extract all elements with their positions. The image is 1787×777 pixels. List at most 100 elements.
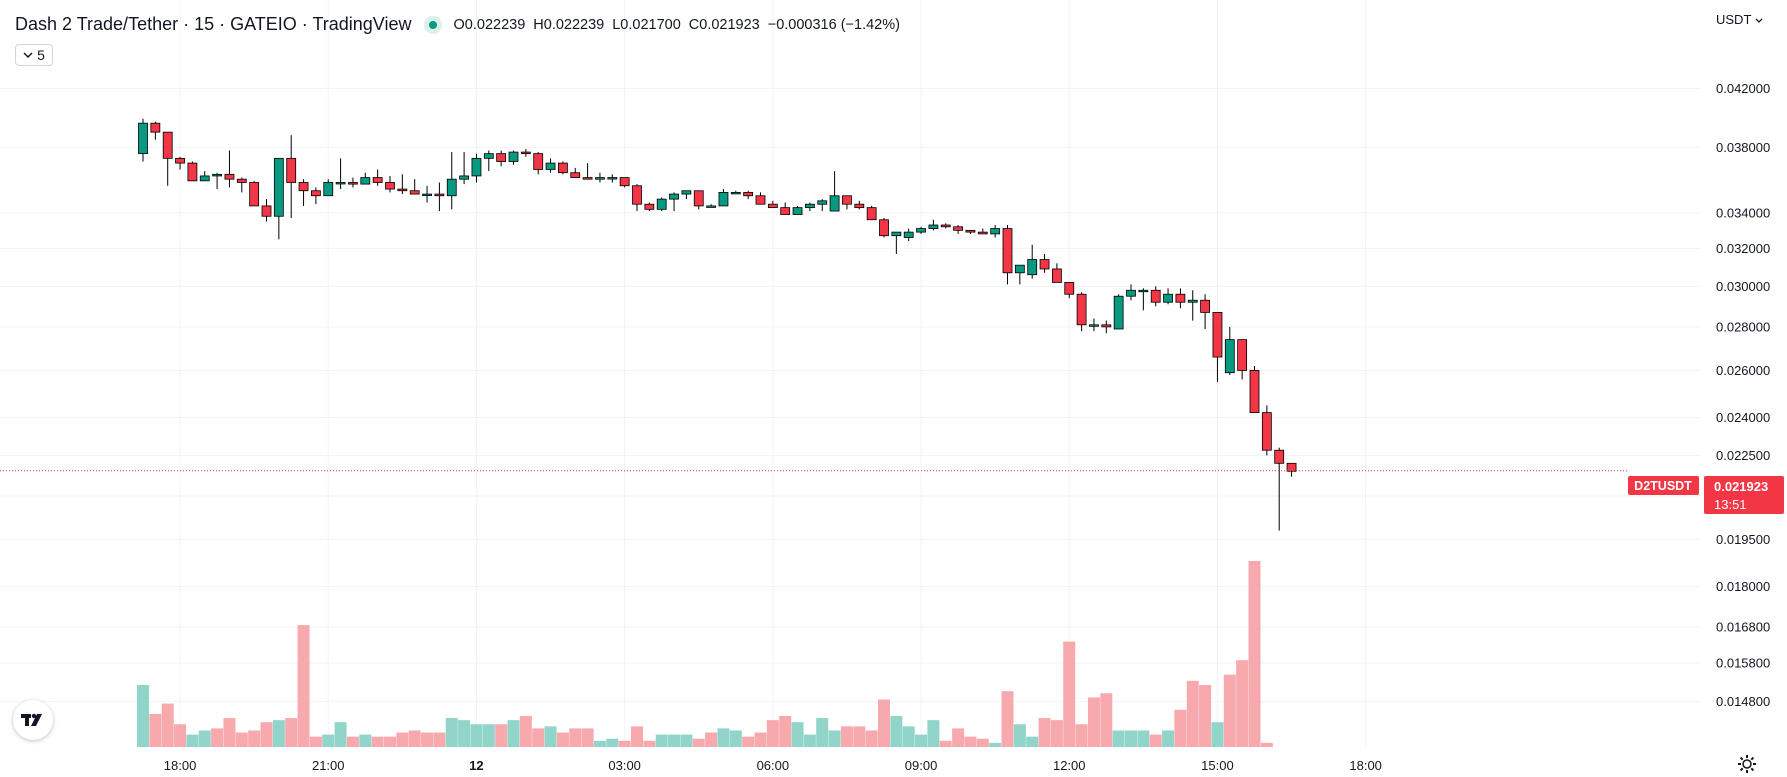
candle-body — [496, 153, 507, 162]
x-tick-label: 15:00 — [1201, 758, 1234, 773]
candle — [1027, 244, 1038, 279]
chart-legend: Dash 2 Trade/Tether · 15 · GATEIO · Trad… — [15, 14, 900, 35]
candle-body — [619, 177, 630, 187]
candle — [1163, 288, 1173, 305]
volume-bar — [1038, 718, 1051, 747]
candle-body — [1286, 462, 1297, 472]
candle — [842, 195, 852, 210]
volume-bar — [791, 722, 804, 747]
tradingview-logo-icon[interactable] — [13, 700, 53, 740]
candle-body — [805, 203, 815, 209]
volume-bar — [260, 722, 273, 747]
candle-body — [212, 173, 223, 177]
candle — [1113, 294, 1124, 330]
close-value: C0.021923 — [688, 16, 760, 33]
candle — [1286, 462, 1297, 477]
candle-body — [1175, 293, 1186, 303]
volume-bar — [272, 720, 285, 747]
volume-bar — [828, 730, 841, 747]
candle-body — [558, 162, 568, 174]
gear-icon[interactable] — [1737, 754, 1757, 774]
candle — [545, 158, 556, 173]
candle — [706, 204, 716, 208]
candle — [558, 161, 568, 175]
candle-body — [953, 226, 963, 231]
candle-body — [409, 190, 420, 195]
candle-body — [817, 200, 828, 205]
currency-select[interactable]: USDT — [1716, 12, 1763, 27]
candle — [743, 190, 754, 200]
candle-body — [1212, 311, 1223, 358]
candle-body — [767, 203, 778, 209]
volume-bar — [766, 720, 779, 747]
x-tick-label: 21:00 — [312, 758, 345, 773]
candle — [212, 172, 223, 190]
candle-body — [138, 122, 148, 155]
y-tick-label: 0.034000 — [1716, 205, 1770, 220]
y-tick-label: 0.028000 — [1716, 319, 1770, 334]
candle — [693, 190, 704, 210]
candle-body — [1113, 295, 1124, 330]
indicator-count: 5 — [37, 47, 45, 63]
symbol-title[interactable]: Dash 2 Trade/Tether · 15 · GATEIO · Trad… — [15, 14, 412, 34]
candle-body — [446, 178, 457, 197]
candle-body — [1101, 324, 1112, 328]
candle — [360, 172, 371, 185]
candle — [508, 150, 519, 165]
candle-body — [582, 177, 593, 180]
candle — [582, 163, 593, 180]
candle-body — [187, 162, 198, 182]
candle — [298, 179, 309, 206]
candle-body — [669, 193, 679, 200]
candle — [310, 187, 321, 205]
candle-body — [310, 190, 321, 197]
candle — [730, 190, 741, 195]
candle — [780, 202, 791, 215]
symbol-tag-bg — [1628, 476, 1699, 495]
candle — [1249, 365, 1260, 414]
candle — [138, 118, 148, 162]
price-axis: 0.042000 0.038000 0.034000 0.032000 0.030000… — [1716, 81, 1770, 709]
candle — [767, 200, 778, 209]
candle-body — [718, 192, 729, 207]
candle — [483, 150, 494, 172]
volume-bar — [519, 716, 532, 747]
volume-bar — [445, 718, 458, 747]
candle — [397, 174, 408, 195]
candle-body — [1089, 324, 1099, 327]
candle — [669, 192, 679, 212]
volume-bar — [705, 732, 718, 747]
candle-body — [1163, 293, 1173, 303]
candle-body — [286, 157, 297, 183]
candle-body — [780, 207, 791, 215]
x-tick-label: 12 — [469, 758, 483, 773]
volume-bar — [248, 730, 261, 747]
volume-bar — [1199, 685, 1212, 747]
volume-bar — [593, 740, 606, 747]
candle-body — [545, 162, 556, 170]
candle-body — [323, 182, 334, 197]
candle-body — [360, 177, 371, 185]
candle — [1150, 286, 1161, 307]
candle-body — [632, 185, 642, 205]
low-value: L0.021700 — [612, 16, 681, 33]
candle — [1101, 320, 1112, 334]
volume-bar — [1001, 691, 1014, 747]
indicator-toggle-button[interactable]: 5 — [15, 44, 53, 66]
candle — [372, 169, 383, 186]
candle-body — [1224, 339, 1235, 374]
volume-bar — [1236, 660, 1249, 747]
volume-bar — [137, 685, 149, 747]
candle — [162, 131, 173, 186]
candle-body — [940, 224, 951, 228]
candle — [422, 185, 432, 203]
market-status-icon[interactable] — [423, 15, 442, 34]
candle-body — [249, 182, 260, 207]
candle — [249, 180, 260, 207]
candle — [1002, 225, 1013, 285]
candle — [335, 158, 346, 190]
volume-bar — [878, 699, 890, 747]
volume-bar — [1211, 722, 1224, 747]
